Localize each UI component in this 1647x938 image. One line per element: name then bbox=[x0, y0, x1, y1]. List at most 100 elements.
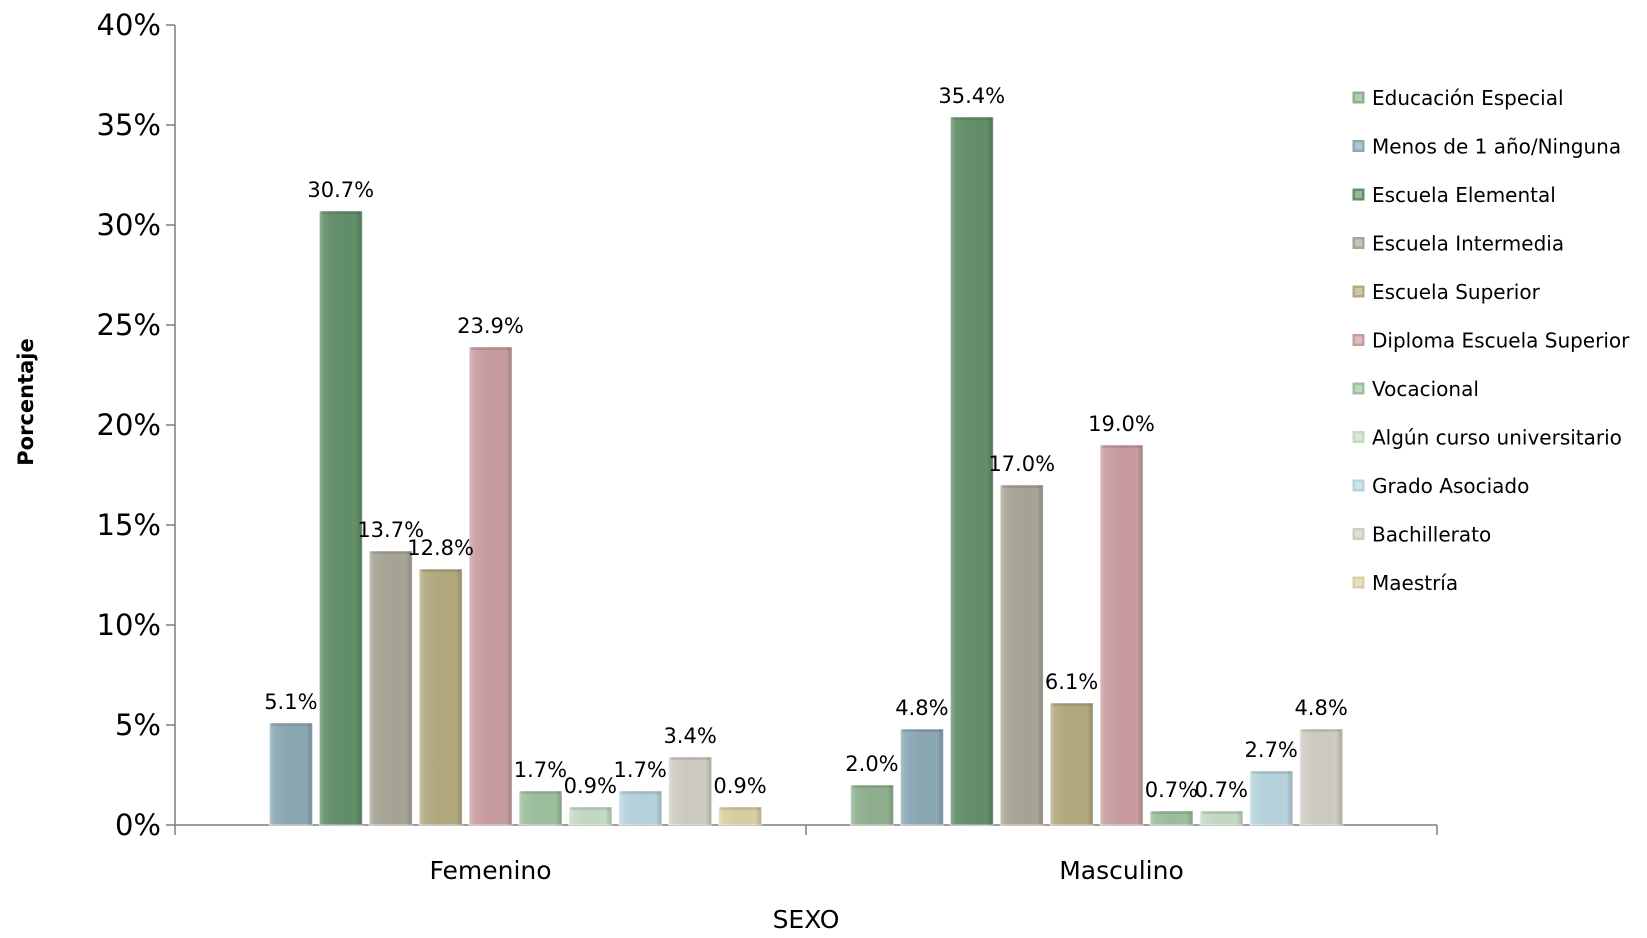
bar-cap bbox=[520, 791, 560, 794]
bar-cap bbox=[1201, 811, 1241, 814]
bar-cap bbox=[1052, 703, 1092, 706]
legend-swatch-shine bbox=[1355, 385, 1362, 392]
legend-item-grado-asociado: Grado Asociado bbox=[1351, 474, 1529, 498]
legend-item-escuela-intermedia: Escuela Intermedia bbox=[1351, 232, 1564, 256]
x-tick-label-femenino: Femenino bbox=[429, 856, 551, 885]
data-label: 23.9% bbox=[457, 314, 524, 338]
data-label: 5.1% bbox=[264, 690, 317, 714]
y-tick-label: 10% bbox=[97, 608, 161, 642]
legend-swatch bbox=[1351, 478, 1366, 493]
bar-cap bbox=[902, 729, 942, 732]
legend-swatch bbox=[1351, 90, 1366, 105]
bar-masculino-escuela-superior bbox=[1049, 702, 1094, 826]
data-label: 1.7% bbox=[514, 758, 567, 782]
legend-swatch-shine bbox=[1355, 336, 1362, 344]
bar-femenino-maestria bbox=[717, 806, 763, 826]
bar-shine bbox=[269, 723, 313, 825]
legend-swatch-shine bbox=[1355, 530, 1362, 538]
data-label: 12.8% bbox=[407, 536, 474, 560]
data-label: 4.8% bbox=[895, 696, 948, 720]
y-tick-label: 30% bbox=[97, 208, 161, 242]
legend-swatch-shine bbox=[1355, 482, 1362, 489]
legend-swatch-shine bbox=[1355, 94, 1362, 101]
bar-shine bbox=[618, 791, 662, 825]
data-label: 13.7% bbox=[357, 518, 424, 542]
bar-cap bbox=[1301, 729, 1341, 732]
legend-item-diploma-escuela-superior: Diploma Escuela Superior bbox=[1351, 329, 1630, 353]
bar-shine bbox=[668, 757, 712, 825]
bar-shine bbox=[950, 117, 994, 825]
bar-cap bbox=[570, 807, 610, 810]
data-label: 6.1% bbox=[1045, 670, 1098, 694]
bar-femenino-menos-de-1-ano-ninguna bbox=[268, 722, 313, 826]
legend-item-bachillerato: Bachillerato bbox=[1351, 523, 1491, 547]
bar-cap bbox=[471, 347, 510, 350]
legend-swatch bbox=[1351, 284, 1366, 299]
data-label: 2.0% bbox=[845, 752, 898, 776]
data-label: 17.0% bbox=[988, 452, 1055, 476]
bar-masculino-escuela-intermedia bbox=[999, 484, 1044, 826]
legend-swatch-shine bbox=[1355, 142, 1362, 150]
y-axis-title: Porcentaje bbox=[14, 338, 38, 465]
bar-shine bbox=[1249, 771, 1293, 825]
legend-label: Algún curso universitario bbox=[1372, 426, 1622, 450]
bar-cap bbox=[952, 117, 992, 120]
legend-label: Bachillerato bbox=[1372, 523, 1491, 547]
y-tick-label: 0% bbox=[115, 808, 161, 842]
bar-shine bbox=[568, 807, 612, 825]
bar-shine bbox=[1199, 811, 1243, 825]
data-label: 3.4% bbox=[663, 724, 716, 748]
y-tick-label: 5% bbox=[115, 708, 161, 742]
bar-femenino-diploma-escuela-superior bbox=[468, 346, 513, 826]
bar-femenino-escuela-elemental bbox=[318, 210, 363, 826]
legend-label: Escuela Elemental bbox=[1372, 183, 1556, 207]
bar-cap bbox=[271, 723, 311, 726]
legend-label: Escuela Intermedia bbox=[1372, 232, 1564, 256]
bar-shine bbox=[369, 551, 413, 825]
bar-shine bbox=[1149, 811, 1193, 825]
bar-masculino-educacion-especial bbox=[849, 784, 895, 826]
legend-label: Vocacional bbox=[1372, 377, 1479, 401]
legend-label: Grado Asociado bbox=[1372, 474, 1529, 498]
legend-swatch bbox=[1351, 527, 1366, 541]
bar-femenino-vocacional bbox=[518, 790, 563, 826]
legend-swatch bbox=[1351, 139, 1366, 153]
y-tick-label: 40% bbox=[97, 8, 161, 42]
legend-swatch bbox=[1351, 187, 1366, 202]
bar-shine bbox=[419, 569, 463, 825]
bar-femenino-grado-asociado bbox=[618, 790, 663, 826]
legend-swatch bbox=[1351, 333, 1366, 347]
legend-item-educacion-especial: Educación Especial bbox=[1351, 86, 1564, 110]
data-label: 2.7% bbox=[1245, 738, 1298, 762]
bar-cap bbox=[321, 211, 361, 214]
data-label: 0.7% bbox=[1145, 778, 1198, 802]
data-label: 35.4% bbox=[938, 84, 1005, 108]
bar-shine bbox=[1000, 485, 1044, 825]
data-label: 1.7% bbox=[614, 758, 667, 782]
bar-cap bbox=[852, 785, 892, 788]
bar-cap bbox=[620, 791, 660, 794]
legend: Educación Especial Menos de 1 año/Ninguna… bbox=[1351, 86, 1630, 595]
y-tick-label: 35% bbox=[97, 108, 161, 142]
legend-label: Educación Especial bbox=[1372, 86, 1564, 110]
legend-swatch bbox=[1351, 236, 1366, 250]
legend-item-menos-de-1-ano-ninguna: Menos de 1 año/Ninguna bbox=[1351, 135, 1621, 159]
bar-shine bbox=[1100, 445, 1143, 825]
bar-shine bbox=[319, 211, 363, 825]
bar-shine bbox=[518, 791, 562, 825]
legend-label: Maestría bbox=[1372, 571, 1458, 595]
bar-femenino-bachillerato bbox=[668, 756, 713, 826]
legend-item-vocacional: Vocacional bbox=[1351, 377, 1479, 401]
bar-masculino-escuela-elemental bbox=[949, 116, 994, 826]
bar-cap bbox=[1151, 811, 1191, 814]
data-label: 4.8% bbox=[1294, 696, 1347, 720]
data-label: 19.0% bbox=[1088, 412, 1155, 436]
y-tick-label: 20% bbox=[97, 408, 161, 442]
data-label: 0.9% bbox=[564, 774, 617, 798]
bar-femenino-escuela-intermedia bbox=[368, 550, 413, 826]
legend-swatch-shine bbox=[1355, 288, 1362, 295]
bar-cap bbox=[1102, 445, 1141, 448]
bar-masculino-diploma-escuela-superior bbox=[1099, 444, 1144, 826]
